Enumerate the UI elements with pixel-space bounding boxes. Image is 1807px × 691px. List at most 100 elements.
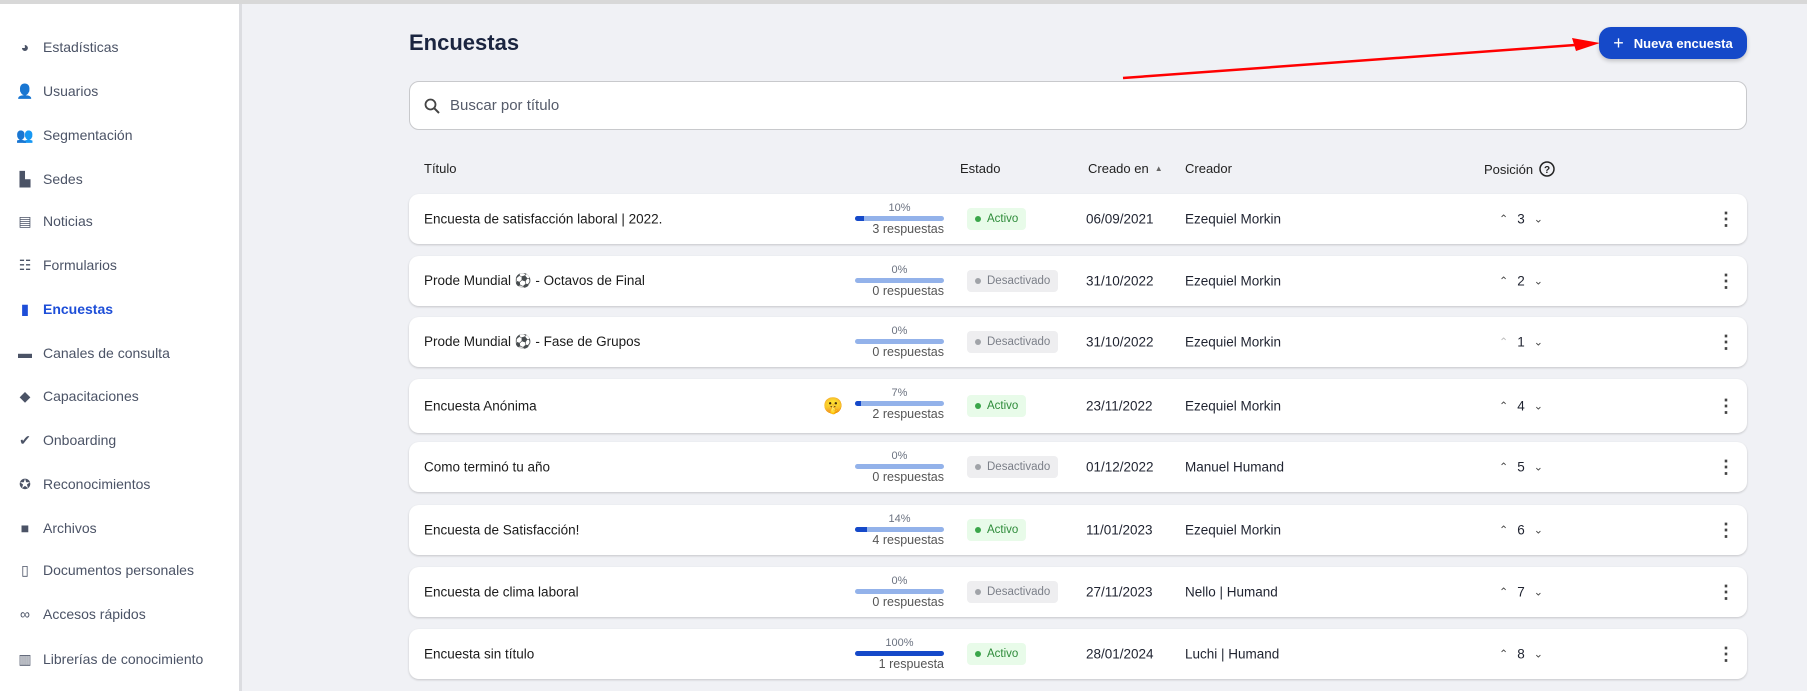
chevron-down-icon[interactable]: ⌄ <box>1533 586 1543 599</box>
status-badge: Desactivado <box>967 331 1059 353</box>
created-date: 06/09/2021 <box>1086 211 1154 227</box>
survey-title[interactable]: Como terminó tu año <box>424 459 551 475</box>
chevron-up-icon[interactable]: ⌃ <box>1499 275 1509 288</box>
chevron-up-icon[interactable]: ⌃ <box>1499 524 1509 537</box>
sidebar-item-archivos[interactable]: ■ Archivos <box>17 513 97 543</box>
response-count: 0 respuestas <box>872 284 944 298</box>
folder-icon: ■ <box>20 520 30 536</box>
sidebar-item-librerías-de-conocimiento[interactable]: ▥ Librerías de conocimiento <box>17 644 203 674</box>
position-control: ⌃ 8 ⌄ <box>1499 647 1543 662</box>
response-progress: 0% 0 respuestas <box>855 450 944 484</box>
table-row[interactable]: Encuesta sin título 100% 1 respuesta Act… <box>409 629 1747 679</box>
new-survey-button[interactable]: + Nueva encuesta <box>1599 27 1747 59</box>
sidebar-item-estadísticas[interactable]: ◕ Estadísticas <box>17 32 119 62</box>
sidebar-item-label: Estadísticas <box>43 39 119 55</box>
page-title: Encuestas <box>409 30 520 55</box>
chevron-down-icon[interactable]: ⌄ <box>1533 213 1543 226</box>
progress-bar <box>855 401 944 406</box>
more-options-icon[interactable]: ⋮ <box>1717 332 1735 352</box>
sidebar-item-encuestas[interactable]: ▮ Encuestas <box>17 294 113 324</box>
more-options-icon[interactable]: ⋮ <box>1717 396 1735 416</box>
position-value: 2 <box>1517 273 1525 289</box>
sidebar-item-usuarios[interactable]: 👤 Usuarios <box>16 76 98 106</box>
more-options-icon[interactable]: ⋮ <box>1717 457 1735 477</box>
survey-title[interactable]: Encuesta de Satisfacción! <box>424 522 580 538</box>
table-row[interactable]: Encuesta de clima laboral 0% 0 respuesta… <box>409 567 1747 617</box>
chevron-down-icon[interactable]: ⌄ <box>1533 524 1543 537</box>
document-icon: ▯ <box>21 561 29 578</box>
chevron-down-icon[interactable]: ⌄ <box>1533 461 1543 474</box>
chevron-up-icon[interactable]: ⌃ <box>1499 586 1509 599</box>
table-row[interactable]: Como terminó tu año 0% 0 respuestas Desa… <box>409 442 1747 492</box>
chevron-down-icon[interactable]: ⌄ <box>1533 275 1543 288</box>
more-options-icon[interactable]: ⋮ <box>1717 271 1735 291</box>
survey-title[interactable]: Encuesta de satisfacción laboral | 2022. <box>424 211 663 227</box>
search-input[interactable] <box>450 97 1650 114</box>
shushing-face-emoji: 🤫 <box>823 398 843 415</box>
response-progress: 10% 3 respuestas <box>855 202 944 236</box>
creator-name: Ezequiel Morkin <box>1185 273 1282 289</box>
response-count: 0 respuestas <box>872 345 944 359</box>
new-survey-label: Nueva encuesta <box>1633 35 1733 51</box>
header-creator[interactable]: Creador <box>1185 161 1232 176</box>
sidebar-item-reconocimientos[interactable]: ✪ Reconocimientos <box>17 469 150 499</box>
sidebar-item-formularios[interactable]: ☷ Formularios <box>17 250 117 280</box>
response-count: 2 respuestas <box>872 407 944 421</box>
sidebar-item-segmentación[interactable]: 👥 Segmentación <box>16 120 132 150</box>
header-title[interactable]: Título <box>424 161 457 176</box>
sidebar-item-documentos-personales[interactable]: ▯ Documentos personales <box>17 555 194 585</box>
sidebar-item-label: Onboarding <box>43 432 117 448</box>
bar-chart-icon: ▮ <box>21 300 29 317</box>
response-progress: 0% 0 respuestas <box>855 325 944 359</box>
sidebar-item-accesos-rápidos[interactable]: ∞ Accesos rápidos <box>17 599 146 629</box>
table-row[interactable]: Encuesta Anónima 🤫 7% 2 respuestas Activ… <box>409 379 1747 433</box>
status-badge: Desactivado <box>967 456 1059 478</box>
survey-title[interactable]: Prode Mundial ⚽ - Fase de Grupos <box>424 334 641 349</box>
chevron-up-icon[interactable]: ⌃ <box>1499 400 1509 413</box>
more-options-icon[interactable]: ⋮ <box>1717 520 1735 540</box>
help-icon[interactable]: ? <box>1539 161 1555 177</box>
sidebar-item-capacitaciones[interactable]: ◆ Capacitaciones <box>17 381 139 411</box>
position-control: ⌃ 7 ⌄ <box>1499 585 1543 600</box>
chevron-up-icon[interactable]: ⌃ <box>1499 461 1509 474</box>
progress-bar <box>855 339 944 344</box>
status-label: Activo <box>987 524 1019 536</box>
response-count: 0 respuestas <box>872 470 944 484</box>
position-control: ⌃ 6 ⌄ <box>1499 523 1543 538</box>
chevron-up-icon[interactable]: ⌃ <box>1499 336 1509 349</box>
sidebar-item-label: Noticias <box>43 213 93 229</box>
chevron-up-icon[interactable]: ⌃ <box>1499 213 1509 226</box>
more-options-icon[interactable]: ⋮ <box>1717 644 1735 664</box>
user-icon: 👤 <box>16 82 34 99</box>
chevron-up-icon[interactable]: ⌃ <box>1499 648 1509 661</box>
header-status-label: Estado <box>960 161 1001 176</box>
sidebar-item-label: Sedes <box>43 171 83 187</box>
more-options-icon[interactable]: ⋮ <box>1717 209 1735 229</box>
status-dot-icon <box>975 278 981 284</box>
table-row[interactable]: Prode Mundial ⚽ - Octavos de Final 0% 0 … <box>409 256 1747 306</box>
search-icon <box>424 98 440 114</box>
progress-bar <box>855 589 944 594</box>
response-count: 1 respuesta <box>878 657 944 671</box>
more-options-icon[interactable]: ⋮ <box>1717 582 1735 602</box>
sidebar-item-sedes[interactable]: ▙ Sedes <box>17 164 83 194</box>
header-status[interactable]: Estado <box>960 161 1000 176</box>
table-row[interactable]: Prode Mundial ⚽ - Fase de Grupos 0% 0 re… <box>409 317 1747 367</box>
chevron-down-icon[interactable]: ⌄ <box>1533 648 1543 661</box>
table-row[interactable]: Encuesta de satisfacción laboral | 2022.… <box>409 194 1747 244</box>
survey-title[interactable]: Prode Mundial ⚽ - Octavos de Final <box>424 273 645 288</box>
survey-title[interactable]: Encuesta Anónima <box>424 398 537 414</box>
sidebar-item-canales-de-consulta[interactable]: ▬ Canales de consulta <box>17 338 170 368</box>
chevron-down-icon[interactable]: ⌄ <box>1533 400 1543 413</box>
table-row[interactable]: Encuesta de Satisfacción! 14% 4 respuest… <box>409 505 1747 555</box>
sidebar-item-noticias[interactable]: ▤ Noticias <box>17 206 93 236</box>
position-control: ⌃ 1 ⌄ <box>1499 335 1543 350</box>
chevron-down-icon[interactable]: ⌄ <box>1533 336 1543 349</box>
header-created[interactable]: Creado en ▲ <box>1088 161 1163 176</box>
position-control: ⌃ 3 ⌄ <box>1499 212 1543 227</box>
progress-bar <box>855 464 944 469</box>
survey-title[interactable]: Encuesta de clima laboral <box>424 584 579 600</box>
survey-title[interactable]: Encuesta sin título <box>424 646 535 662</box>
creator-name: Ezequiel Morkin <box>1185 522 1282 538</box>
sidebar-item-onboarding[interactable]: ✔ Onboarding <box>17 425 116 455</box>
